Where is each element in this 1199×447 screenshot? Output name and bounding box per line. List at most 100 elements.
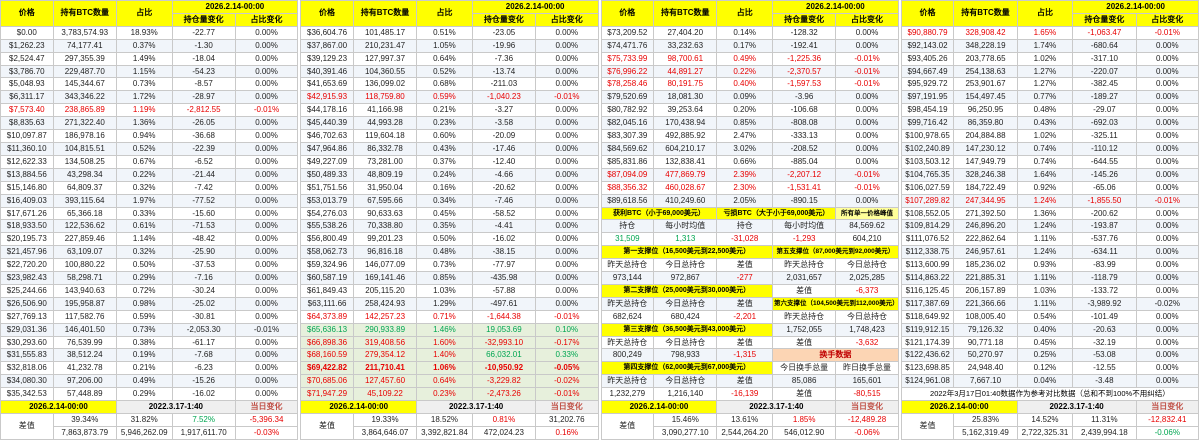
price-cell[interactable]: $107,289.82 xyxy=(900,193,955,208)
share-change-cell[interactable]: 0.00% xyxy=(535,64,599,79)
share-cell[interactable]: 2.05% xyxy=(716,193,773,208)
position-change-cell[interactable]: -325.11 xyxy=(1072,129,1137,143)
price-cell[interactable]: $94,667.49 xyxy=(900,64,955,79)
share-cell[interactable]: -2,201 xyxy=(716,309,773,324)
share-cell[interactable]: 1.65% xyxy=(1016,25,1074,40)
price-cell[interactable]: $22,720.20 xyxy=(0,258,54,273)
share-cell[interactable]: 0.94% xyxy=(115,129,173,143)
share-cell[interactable]: 0.74% xyxy=(1016,154,1074,169)
cell[interactable]: 15.46% xyxy=(653,413,718,427)
share-change-cell[interactable]: 0.00% xyxy=(1135,258,1199,273)
share-cell[interactable]: 0.04% xyxy=(1016,374,1074,389)
share-change-cell[interactable]: 604,210 xyxy=(835,232,899,247)
btc-amount-cell[interactable]: 41,166.98 xyxy=(352,103,418,118)
btc-amount-cell[interactable]: 1,313 xyxy=(653,232,718,247)
cell[interactable]: -12,832.41 xyxy=(1135,413,1199,427)
price-cell[interactable]: $29,031.36 xyxy=(0,322,54,337)
price-cell[interactable]: $78,258.46 xyxy=(600,77,655,92)
share-cell[interactable]: 1.11% xyxy=(1016,296,1074,311)
btc-amount-cell[interactable]: 96,250.95 xyxy=(953,103,1018,118)
share-change-cell[interactable]: -0.01% xyxy=(835,167,899,182)
position-change-cell[interactable]: -48.42 xyxy=(171,232,236,247)
share-change-cell[interactable]: -0.01% xyxy=(1135,25,1199,40)
cell[interactable]: 亏损BTC（大于小于69,000美元） xyxy=(716,206,837,221)
share-change-cell[interactable]: 0.00% xyxy=(234,25,299,40)
cell[interactable]: 第六支撑位（104,500美元到112,000美元） xyxy=(772,296,899,311)
price-cell[interactable]: $92,143.02 xyxy=(900,38,955,53)
price-cell[interactable]: 31,509 xyxy=(600,232,655,247)
btc-amount-cell[interactable]: 203,778.65 xyxy=(953,51,1018,66)
reference-note[interactable]: 2022年3月17日01:40数据作为参考对比数据（总和不到100%不用纠结） xyxy=(900,387,1199,402)
btc-amount-cell[interactable]: 97,206.00 xyxy=(52,374,117,389)
share-cell[interactable]: 0.12% xyxy=(1016,361,1074,376)
btc-amount-cell[interactable]: 227,859.46 xyxy=(52,232,117,247)
price-cell[interactable]: $113,600.99 xyxy=(900,258,955,273)
price-cell[interactable]: $55,538.26 xyxy=(300,219,354,234)
cell[interactable]: 39.34% xyxy=(52,413,117,427)
share-change-cell[interactable]: 0.00% xyxy=(1135,129,1199,143)
price-cell[interactable]: $41,653.69 xyxy=(300,77,354,92)
share-cell[interactable]: 1.06% xyxy=(416,361,473,376)
share-cell[interactable]: 0.59% xyxy=(115,309,173,324)
column-header[interactable]: 持有BTC数量 xyxy=(352,0,418,27)
price-cell[interactable]: $102,240.89 xyxy=(900,141,955,156)
btc-amount-cell[interactable]: 45,109.22 xyxy=(352,387,418,402)
price-cell[interactable]: $109,814.29 xyxy=(900,219,955,234)
share-cell[interactable]: 0.14% xyxy=(716,25,773,40)
share-cell[interactable]: 0.22% xyxy=(716,64,773,79)
btc-amount-cell[interactable]: 73,281.00 xyxy=(352,154,418,169)
btc-amount-cell[interactable]: 210,231.47 xyxy=(352,38,418,53)
cell[interactable]: 546,012.90 xyxy=(771,425,837,440)
share-change-cell[interactable]: -0.01% xyxy=(234,322,299,337)
position-change-cell[interactable]: -2,053.30 xyxy=(171,322,236,337)
share-change-cell[interactable]: 0.00% xyxy=(1135,219,1199,234)
cell[interactable]: 差值 xyxy=(900,413,955,440)
price-cell[interactable]: $35,342.53 xyxy=(0,387,54,402)
btc-amount-cell[interactable]: 271,392.50 xyxy=(953,206,1018,221)
share-change-cell[interactable]: 0.00% xyxy=(234,129,299,143)
cell[interactable]: 第五支撑位（87,000美元到92,000美元） xyxy=(772,245,899,260)
position-change-cell[interactable]: -21.44 xyxy=(171,167,236,182)
btc-amount-cell[interactable]: 393,115.64 xyxy=(52,193,117,208)
share-cell[interactable]: 0.54% xyxy=(1016,309,1074,324)
price-cell[interactable]: $88,356.32 xyxy=(600,180,655,195)
price-cell[interactable]: $15,146.80 xyxy=(0,180,54,195)
position-change-cell[interactable]: -4.66 xyxy=(471,167,537,182)
cell[interactable]: 换手数据 xyxy=(772,348,899,363)
column-header[interactable]: 价格 xyxy=(0,0,54,27)
price-cell[interactable]: $2,524.47 xyxy=(0,51,54,66)
share-cell[interactable]: 0.73% xyxy=(115,77,173,92)
share-change-cell[interactable]: 今日总持仓 xyxy=(835,309,899,324)
share-cell[interactable]: 1.46% xyxy=(416,322,473,337)
position-change-cell[interactable]: 66,032.01 xyxy=(471,348,537,363)
share-change-cell[interactable]: 0.00% xyxy=(1135,374,1199,389)
btc-amount-cell[interactable]: 57,448.89 xyxy=(52,387,117,402)
btc-amount-cell[interactable]: 86,332.78 xyxy=(352,141,418,156)
position-change-cell[interactable]: -106.68 xyxy=(771,103,837,118)
share-change-cell[interactable]: 0.00% xyxy=(1135,335,1199,350)
share-change-cell[interactable]: -0.01% xyxy=(535,387,599,402)
column-header[interactable]: 占比 xyxy=(115,0,173,27)
cell[interactable]: 1,748,423 xyxy=(835,322,899,337)
share-change-cell[interactable]: 0.00% xyxy=(535,103,599,118)
column-header[interactable]: 持有BTC数量 xyxy=(653,0,718,27)
share-change-cell[interactable]: 0.00% xyxy=(234,258,299,273)
btc-amount-cell[interactable]: 90,771.18 xyxy=(953,335,1018,350)
share-change-cell[interactable]: 0.00% xyxy=(1135,271,1199,285)
position-change-cell[interactable]: -1,531.41 xyxy=(771,180,837,195)
column-header[interactable]: 占比 xyxy=(716,0,773,27)
share-change-cell[interactable]: 0.00% xyxy=(1135,154,1199,169)
price-cell[interactable]: $98,454.19 xyxy=(900,103,955,118)
position-change-cell[interactable]: -15.60 xyxy=(171,206,236,221)
share-change-cell[interactable]: 0.00% xyxy=(1135,167,1199,182)
share-change-cell[interactable]: 0.00% xyxy=(234,309,299,324)
share-change-cell[interactable]: 0.00% xyxy=(234,38,299,53)
btc-amount-cell[interactable]: 79,126.32 xyxy=(953,322,1018,337)
share-change-cell[interactable]: 0.00% xyxy=(234,335,299,350)
share-change-cell[interactable]: 0.10% xyxy=(535,322,599,337)
share-cell[interactable]: 0.66% xyxy=(716,154,773,169)
share-change-cell[interactable]: -0.01% xyxy=(835,64,899,79)
share-change-cell[interactable]: -0.17% xyxy=(535,335,599,350)
btc-amount-cell[interactable]: 297,355.39 xyxy=(52,51,117,66)
cell[interactable]: 3,392,821.84 xyxy=(416,425,473,440)
